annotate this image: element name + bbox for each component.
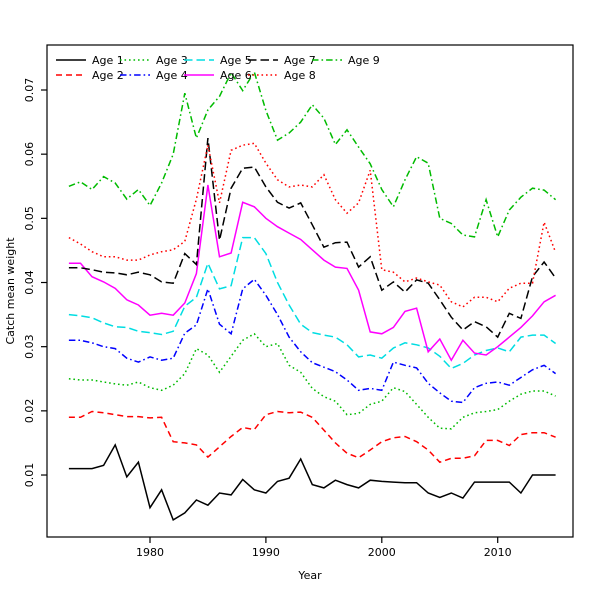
data-series-lines bbox=[68, 70, 557, 522]
y-tick-label: 0.03 bbox=[23, 334, 36, 359]
y-axis-label: Catch mean weight bbox=[4, 237, 17, 345]
y-tick-label: 0.05 bbox=[23, 206, 36, 231]
legend-entry-age-3: Age 3 bbox=[120, 54, 188, 67]
x-tick-label: 1990 bbox=[252, 546, 280, 559]
legend-entry-age-8: Age 8 bbox=[248, 69, 316, 82]
series-line-age-3 bbox=[68, 332, 556, 430]
series-line-age-8 bbox=[68, 142, 557, 308]
series-line-age-6 bbox=[68, 184, 556, 362]
y-tick-label: 0.06 bbox=[23, 142, 36, 167]
legend-label: Age 3 bbox=[156, 54, 188, 67]
y-tick-label: 0.04 bbox=[23, 270, 36, 295]
legend-label: Age 9 bbox=[348, 54, 380, 67]
series-line-age-7 bbox=[68, 138, 557, 339]
legend-label: Age 4 bbox=[156, 69, 188, 82]
legend-label: Age 7 bbox=[284, 54, 316, 67]
legend-label: Age 8 bbox=[284, 69, 316, 82]
series-line-age-4 bbox=[68, 278, 557, 404]
legend-entry-age-2: Age 2 bbox=[56, 69, 124, 82]
y-tick-label: 0.02 bbox=[23, 399, 36, 424]
series-line-age-9 bbox=[68, 70, 557, 240]
legend-label: Age 6 bbox=[220, 69, 252, 82]
legend-entry-age-5: Age 5 bbox=[184, 54, 252, 67]
legend-entry-age-1: Age 1 bbox=[56, 54, 124, 67]
series-line-age-2 bbox=[68, 410, 556, 464]
legend: Age 1 Age 2 Age 3 Age 4 Age 5 Age 6 Age 7 Age 8… bbox=[56, 54, 380, 82]
legend-entry-age-4: Age 4 bbox=[120, 69, 188, 82]
series-line-age-5 bbox=[68, 236, 557, 370]
legend-entry-age-6: Age 6 bbox=[184, 69, 252, 82]
y-tick-label: 0.07 bbox=[23, 78, 36, 103]
x-axis-label: Year bbox=[297, 569, 322, 582]
legend-label: Age 5 bbox=[220, 54, 252, 67]
x-tick-label: 2000 bbox=[368, 546, 396, 559]
legend-entry-age-7: Age 7 bbox=[248, 54, 316, 67]
series-line-age-1 bbox=[68, 443, 556, 522]
plot-border bbox=[46, 44, 574, 538]
y-tick-label: 0.01 bbox=[23, 463, 36, 488]
x-tick-label: 1980 bbox=[136, 546, 164, 559]
legend-entry-age-9: Age 9 bbox=[312, 54, 380, 67]
x-tick-label: 2010 bbox=[484, 546, 512, 559]
legend-label: Age 2 bbox=[92, 69, 124, 82]
axis-ticks: 0.01 0.02 0.03 0.04 0.05 0.06 0.07 1980 1990 2000… bbox=[23, 78, 512, 559]
legend-label: Age 1 bbox=[92, 54, 124, 67]
